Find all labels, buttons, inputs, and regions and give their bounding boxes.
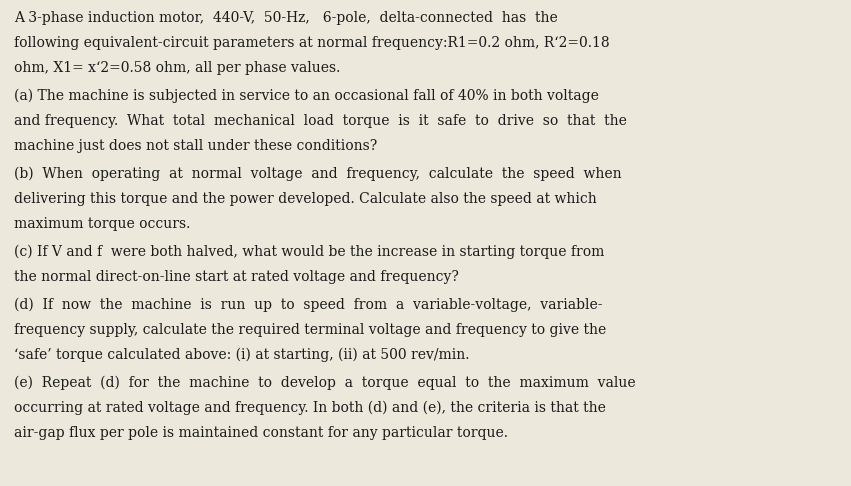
Text: (e)  Repeat  (d)  for  the  machine  to  develop  a  torque  equal  to  the  max: (e) Repeat (d) for the machine to develo… bbox=[14, 376, 635, 390]
Text: and frequency.  What  total  mechanical  load  torque  is  it  safe  to  drive  : and frequency. What total mechanical loa… bbox=[14, 114, 626, 128]
Text: following equivalent-circuit parameters at normal frequency:R1=0.2 ohm, R‘2=0.18: following equivalent-circuit parameters … bbox=[14, 36, 609, 50]
Text: A 3-phase induction motor,  440-V,  50-Hz,   6-pole,  delta-connected  has  the: A 3-phase induction motor, 440-V, 50-Hz,… bbox=[14, 11, 557, 25]
Text: occurring at rated voltage and frequency. In both (d) and (e), the criteria is t: occurring at rated voltage and frequency… bbox=[14, 400, 606, 415]
Text: air-gap flux per pole is maintained constant for any particular torque.: air-gap flux per pole is maintained cons… bbox=[14, 426, 507, 440]
Text: frequency supply, calculate the required terminal voltage and frequency to give : frequency supply, calculate the required… bbox=[14, 323, 606, 337]
Text: (c) If V and f  were both halved, what would be the increase in starting torque : (c) If V and f were both halved, what wo… bbox=[14, 244, 604, 259]
Text: ohm, X1= x‘2=0.58 ohm, all per phase values.: ohm, X1= x‘2=0.58 ohm, all per phase val… bbox=[14, 61, 340, 75]
Text: ‘safe’ torque calculated above: (i) at starting, (ii) at 500 rev/min.: ‘safe’ torque calculated above: (i) at s… bbox=[14, 347, 469, 362]
Text: (d)  If  now  the  machine  is  run  up  to  speed  from  a  variable-voltage,  : (d) If now the machine is run up to spee… bbox=[14, 297, 603, 312]
Text: maximum torque occurs.: maximum torque occurs. bbox=[14, 217, 190, 231]
Text: machine just does not stall under these conditions?: machine just does not stall under these … bbox=[14, 139, 377, 153]
Text: (a) The machine is subjected in service to an occasional fall of 40% in both vol: (a) The machine is subjected in service … bbox=[14, 88, 598, 103]
Text: delivering this torque and the power developed. Calculate also the speed at whic: delivering this torque and the power dev… bbox=[14, 191, 597, 206]
Text: (b)  When  operating  at  normal  voltage  and  frequency,  calculate  the  spee: (b) When operating at normal voltage and… bbox=[14, 167, 621, 181]
Text: the normal direct-on-line start at rated voltage and frequency?: the normal direct-on-line start at rated… bbox=[14, 270, 459, 284]
